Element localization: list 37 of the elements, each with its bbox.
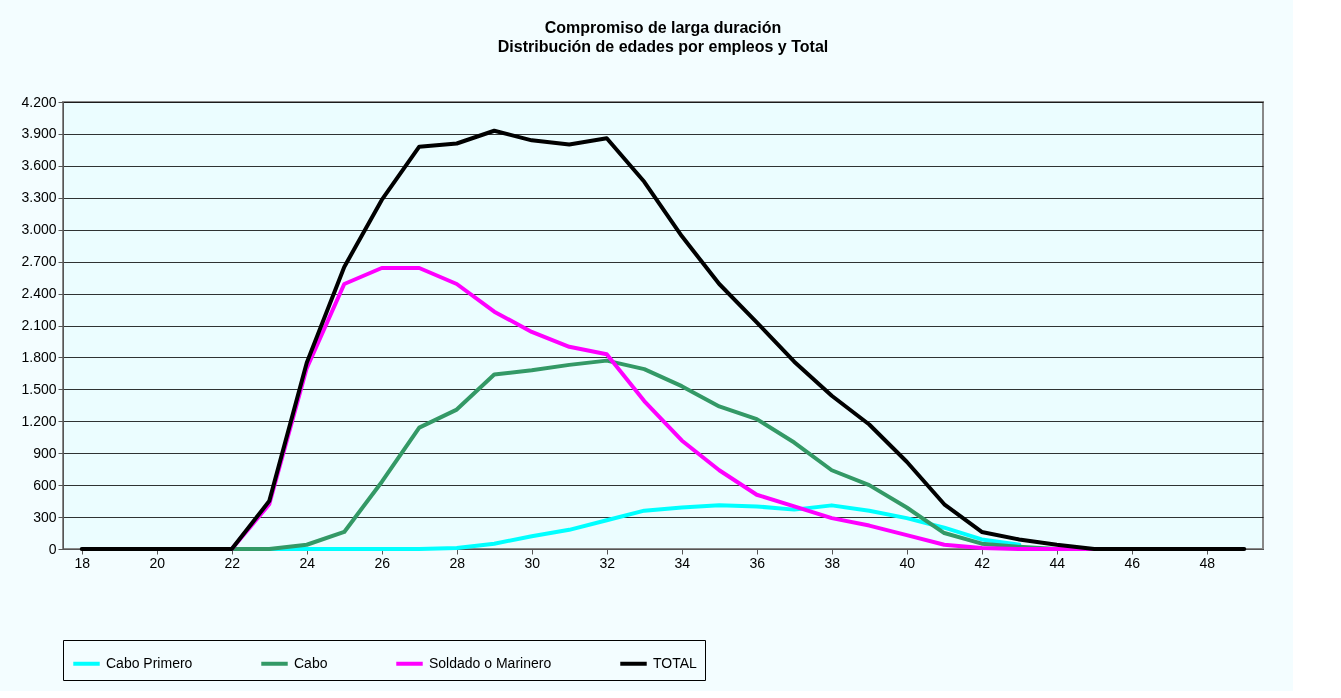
x-tick-label: 30 <box>524 554 541 571</box>
x-tick-label: 40 <box>899 554 916 571</box>
x-tick-label: 18 <box>74 554 91 571</box>
y-tick-label: 2.700 <box>21 253 57 270</box>
y-tick-label: 2.400 <box>21 285 57 302</box>
y-tick-label: 2.100 <box>21 317 57 333</box>
y-tick-label: 1.500 <box>21 380 57 397</box>
y-tick-label: 900 <box>33 444 57 461</box>
chart-subtitle: Distribución de edades por empleos y Total <box>497 38 829 55</box>
y-tick-label: 4.200 <box>21 93 57 110</box>
x-tick-label: 48 <box>1199 554 1216 571</box>
y-tick-label: 3.600 <box>21 157 57 174</box>
x-tick-label: 34 <box>674 554 691 571</box>
x-tick-label: 22 <box>224 554 241 571</box>
x-tick-label: 28 <box>449 554 466 571</box>
x-tick-label: 38 <box>824 554 841 571</box>
legend-label: Soldado o Marinero <box>429 654 552 671</box>
x-tick-label: 46 <box>1124 554 1141 571</box>
y-tick-label: 0 <box>48 540 57 557</box>
y-tick-label: 1.200 <box>21 412 57 429</box>
x-tick-label: 44 <box>1049 554 1066 571</box>
chart-title: Compromiso de larga duración <box>544 19 782 36</box>
y-tick-label: 3.300 <box>21 189 57 206</box>
x-tick-label: 36 <box>749 554 766 571</box>
legend-label: Cabo <box>294 654 328 671</box>
y-tick-label: 3.000 <box>21 221 57 238</box>
y-tick-label: 3.900 <box>21 125 57 142</box>
x-tick-label: 42 <box>974 554 991 571</box>
y-tick-label: 300 <box>33 508 57 525</box>
x-tick-label: 26 <box>374 554 391 571</box>
x-tick-label: 24 <box>299 554 316 571</box>
legend-label: Cabo Primero <box>106 654 193 671</box>
x-tick-label: 20 <box>149 554 166 571</box>
x-tick-label: 32 <box>599 554 616 571</box>
legend-label: TOTAL <box>653 654 698 671</box>
y-tick-label: 1.800 <box>21 348 57 365</box>
y-tick-label: 600 <box>33 476 57 493</box>
